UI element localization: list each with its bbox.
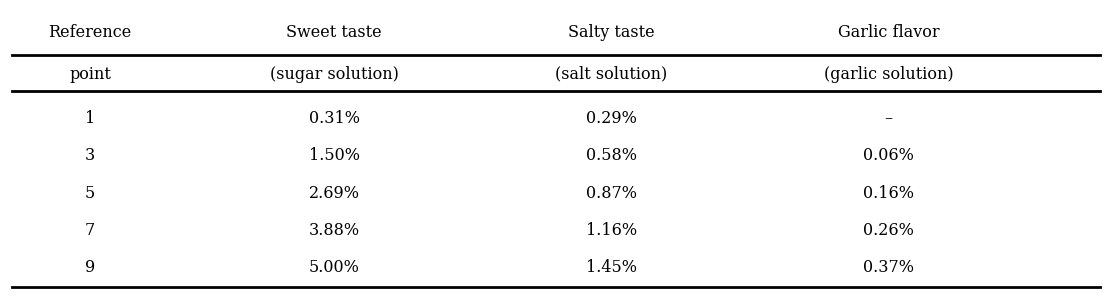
Text: 1.50%: 1.50% — [309, 147, 359, 164]
Text: –: – — [885, 110, 893, 127]
Text: 1.16%: 1.16% — [586, 222, 637, 239]
Text: (salt solution): (salt solution) — [555, 66, 667, 83]
Text: 0.37%: 0.37% — [863, 259, 914, 276]
Text: 5.00%: 5.00% — [309, 259, 359, 276]
Text: Sweet taste: Sweet taste — [287, 24, 381, 41]
Text: (garlic solution): (garlic solution) — [824, 66, 954, 83]
Text: 0.16%: 0.16% — [863, 184, 914, 202]
Text: 2.69%: 2.69% — [309, 184, 359, 202]
Text: 0.87%: 0.87% — [586, 184, 637, 202]
Text: Reference: Reference — [49, 24, 131, 41]
Text: 9: 9 — [85, 259, 96, 276]
Text: 7: 7 — [85, 222, 96, 239]
Text: 1: 1 — [85, 110, 96, 127]
Text: 0.26%: 0.26% — [863, 222, 914, 239]
Text: 0.31%: 0.31% — [309, 110, 359, 127]
Text: 0.58%: 0.58% — [586, 147, 637, 164]
Text: 0.29%: 0.29% — [586, 110, 637, 127]
Text: 3: 3 — [85, 147, 96, 164]
Text: Garlic flavor: Garlic flavor — [838, 24, 940, 41]
Text: point: point — [69, 66, 111, 83]
Text: (sugar solution): (sugar solution) — [270, 66, 398, 83]
Text: 5: 5 — [85, 184, 96, 202]
Text: 0.06%: 0.06% — [863, 147, 914, 164]
Text: 1.45%: 1.45% — [586, 259, 637, 276]
Text: Salty taste: Salty taste — [568, 24, 655, 41]
Text: 3.88%: 3.88% — [309, 222, 359, 239]
